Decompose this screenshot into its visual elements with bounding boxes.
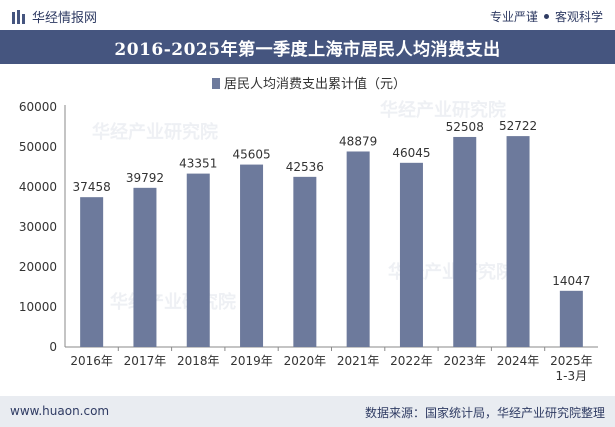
x-tick-label: 2020年 [284, 354, 327, 368]
x-tick-label: 2024年 [497, 354, 540, 368]
x-tick-label: 2019年 [230, 354, 273, 368]
bar [80, 197, 104, 347]
x-tick-label: 2023年 [443, 354, 486, 368]
bar [133, 187, 157, 347]
title-bar: 2016-2025年第一季度上海市居民人均消费支出 [0, 30, 615, 64]
bar [453, 136, 477, 347]
footer: www.huaon.com 数据来源：国家统计局，华经产业研究院整理 [0, 396, 615, 427]
y-tick-label: 60000 [19, 100, 57, 114]
x-tick-label: 2021年 [337, 354, 380, 368]
data-label: 52722 [499, 119, 537, 133]
bar [559, 290, 583, 347]
x-tick-label: 2016年 [70, 354, 113, 368]
x-tick-label: 2022年 [390, 354, 433, 368]
data-label: 42536 [286, 160, 324, 174]
y-tick-label: 0 [49, 340, 57, 354]
data-label: 52508 [446, 120, 484, 134]
bar [399, 162, 423, 347]
bar-chart: 居民人均消费支出累计值（元） 0 10000 20000 30000 40000 50000… [19, 76, 598, 383]
y-tick-label: 50000 [19, 140, 57, 154]
y-tick-label: 10000 [19, 300, 57, 314]
watermark: 华经产业研究院 [380, 100, 506, 121]
bar [346, 151, 370, 347]
chart-title: 2016-2025年第一季度上海市居民人均消费支出 [114, 39, 501, 60]
brand[interactable]: 华经情报网 [12, 7, 97, 26]
top-bar: 华经情报网 专业严谨 客观科学 [0, 0, 615, 30]
tagline-right: 客观科学 [554, 10, 603, 24]
bar [506, 136, 530, 347]
y-tick-label: 30000 [19, 220, 57, 234]
data-label: 14047 [552, 274, 590, 288]
data-label: 43351 [179, 157, 217, 171]
dot-separator-icon [543, 14, 549, 19]
watermark: 华经产业研究院 [92, 122, 218, 143]
tagline-left: 专业严谨 [489, 10, 538, 24]
x-tick-label: 1-3月 [556, 369, 588, 383]
bar [293, 176, 317, 347]
x-tick-label: 2025年 [550, 354, 593, 368]
data-label: 48879 [339, 134, 377, 148]
bar [186, 173, 210, 347]
tagline: 专业严谨 客观科学 [490, 8, 603, 25]
footer-website-link[interactable]: www.huaon.com [10, 404, 110, 418]
y-tick-label: 20000 [19, 260, 57, 274]
logo-icon [12, 9, 25, 24]
legend-label: 居民人均消费支出累计值（元） [224, 76, 406, 92]
footer-source: 数据来源：国家统计局，华经产业研究院整理 [364, 406, 605, 420]
data-label: 46045 [392, 146, 430, 160]
data-label: 45605 [232, 148, 270, 162]
bar [240, 164, 264, 347]
data-label: 39792 [126, 171, 164, 185]
data-label: 37458 [73, 180, 111, 194]
y-tick-label: 40000 [19, 180, 57, 194]
x-tick-label: 2017年 [124, 354, 167, 368]
x-tick-label: 2018年 [177, 354, 220, 368]
legend-swatch [212, 78, 220, 89]
brand-name: 华经情报网 [32, 11, 98, 26]
